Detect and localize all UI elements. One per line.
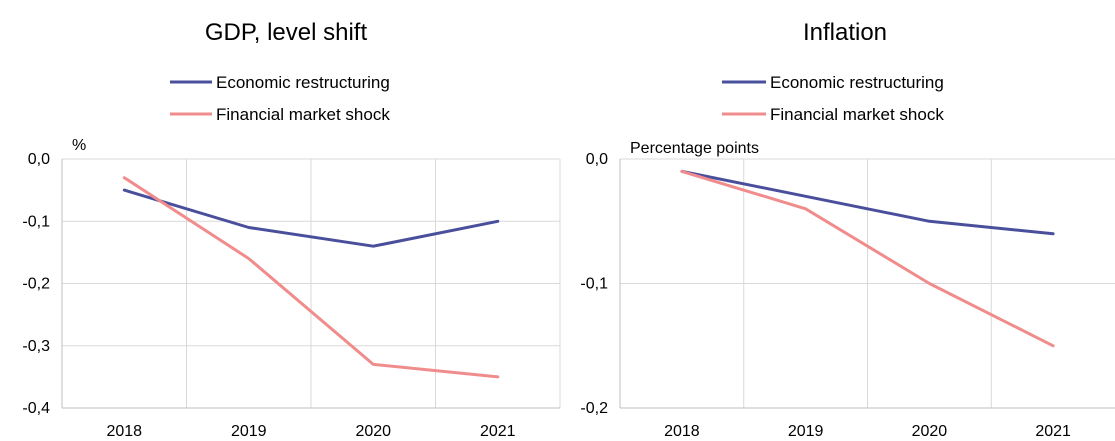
gdp-xtick-label: 2021	[480, 423, 516, 440]
inflation-xtick-label: 2021	[1035, 423, 1071, 440]
gdp-legend-economic-label: Economic restructuring	[216, 73, 390, 92]
gdp-legend-financial-label: Financial market shock	[216, 105, 390, 124]
chart-marks: 0,0 -0,1 -0,2 -0,3 -0,4 2018 2019 2020 2021 0,0 -0…	[22, 80, 1115, 440]
gdp-xtick-label: 2019	[231, 423, 267, 440]
gdp-ytick-label: -0,3	[22, 338, 50, 355]
inflation-xtick-label: 2020	[912, 423, 948, 440]
gdp-series-economic-line	[122, 188, 500, 248]
gdp-xtick-label: 2018	[106, 423, 142, 440]
inflation-ytick-label: -0,2	[580, 400, 608, 417]
gdp-chart-unit-label: %	[72, 137, 86, 154]
gdp-ytick-label: 0,0	[28, 151, 50, 168]
inflation-chart-title: Inflation	[803, 19, 887, 46]
gdp-ytick-label: -0,2	[22, 276, 50, 293]
inflation-series-economic-line	[680, 169, 1055, 236]
inflation-ytick-label: 0,0	[586, 151, 608, 168]
inflation-xtick-label: 2018	[664, 423, 700, 440]
inflation-ytick-label: -0,1	[580, 276, 608, 293]
inflation-legend-financial-label: Financial market shock	[770, 105, 944, 124]
gdp-ytick-label: -0,1	[22, 213, 50, 230]
gdp-series-financial-line	[122, 176, 500, 379]
inflation-xtick-label: 2019	[788, 423, 824, 440]
inflation-series-financial-line	[680, 169, 1055, 348]
inflation-legend-economic-label: Economic restructuring	[770, 73, 944, 92]
gdp-xtick-label: 2020	[355, 423, 391, 440]
inflation-chart-unit-label: Percentage points	[630, 140, 759, 157]
gdp-ytick-label: -0,4	[22, 400, 50, 417]
gdp-chart-title: GDP, level shift	[205, 19, 368, 46]
